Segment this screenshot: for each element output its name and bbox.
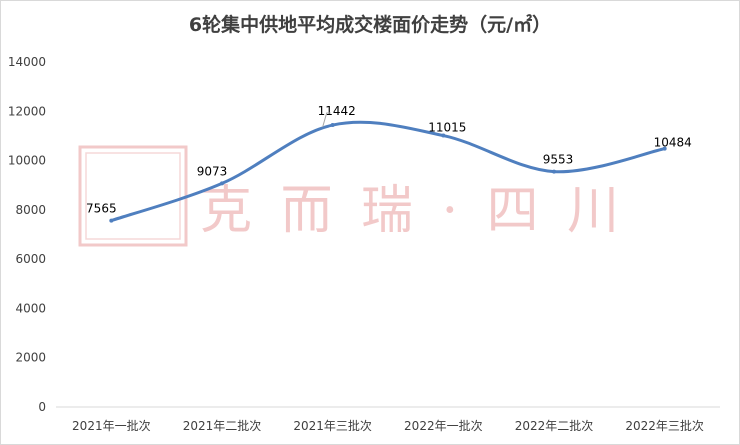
data-label: 10484 [654, 136, 692, 150]
x-axis-ticks: 2021年一批次 2021年二批次 2021年三批次 2022年一批次 2022年二批次… [72, 418, 704, 433]
data-label: 11442 [318, 104, 356, 118]
y-tick-label: 14000 [8, 55, 46, 69]
data-point [330, 123, 335, 128]
series-line [109, 120, 667, 223]
y-axis-ticks: 0 2000 4000 6000 8000 10000 12000 14000 [8, 55, 46, 414]
watermark: 克 而 瑞 · 四 川 [78, 145, 625, 247]
data-label: 9553 [543, 153, 574, 167]
series [109, 120, 667, 223]
data-labels: 7565 9073 11442 11015 9553 10484 [86, 104, 692, 216]
x-tick-label: 2022年一批次 [404, 418, 483, 433]
y-tick-label: 2000 [15, 351, 46, 365]
data-point [441, 133, 446, 138]
y-tick-label: 0 [38, 400, 46, 414]
y-tick-label: 12000 [8, 104, 46, 118]
data-point [220, 181, 224, 186]
y-tick-label: 8000 [15, 203, 46, 217]
data-label: 11015 [428, 121, 466, 135]
watermark-seal-icon [78, 145, 188, 247]
watermark-text: 克 而 瑞 · 四 川 [200, 181, 625, 241]
chart-title: 6轮集中供地平均成交楼面价走势（元/㎡） [188, 14, 552, 36]
data-point [552, 169, 556, 174]
y-tick-label: 6000 [15, 252, 46, 266]
y-tick-label: 4000 [15, 301, 46, 315]
x-tick-label: 2021年一批次 [72, 418, 151, 433]
data-label: 9073 [197, 164, 228, 178]
x-tick-label: 2021年三批次 [293, 418, 372, 433]
data-point [109, 218, 114, 223]
x-tick-label: 2022年三批次 [625, 418, 704, 433]
y-tick-label: 10000 [8, 154, 46, 168]
label-leader-line [322, 112, 331, 128]
data-label: 7565 [86, 202, 117, 216]
data-point [662, 146, 667, 151]
x-tick-label: 2022年二批次 [515, 418, 594, 433]
x-tick-label: 2021年二批次 [183, 418, 262, 433]
